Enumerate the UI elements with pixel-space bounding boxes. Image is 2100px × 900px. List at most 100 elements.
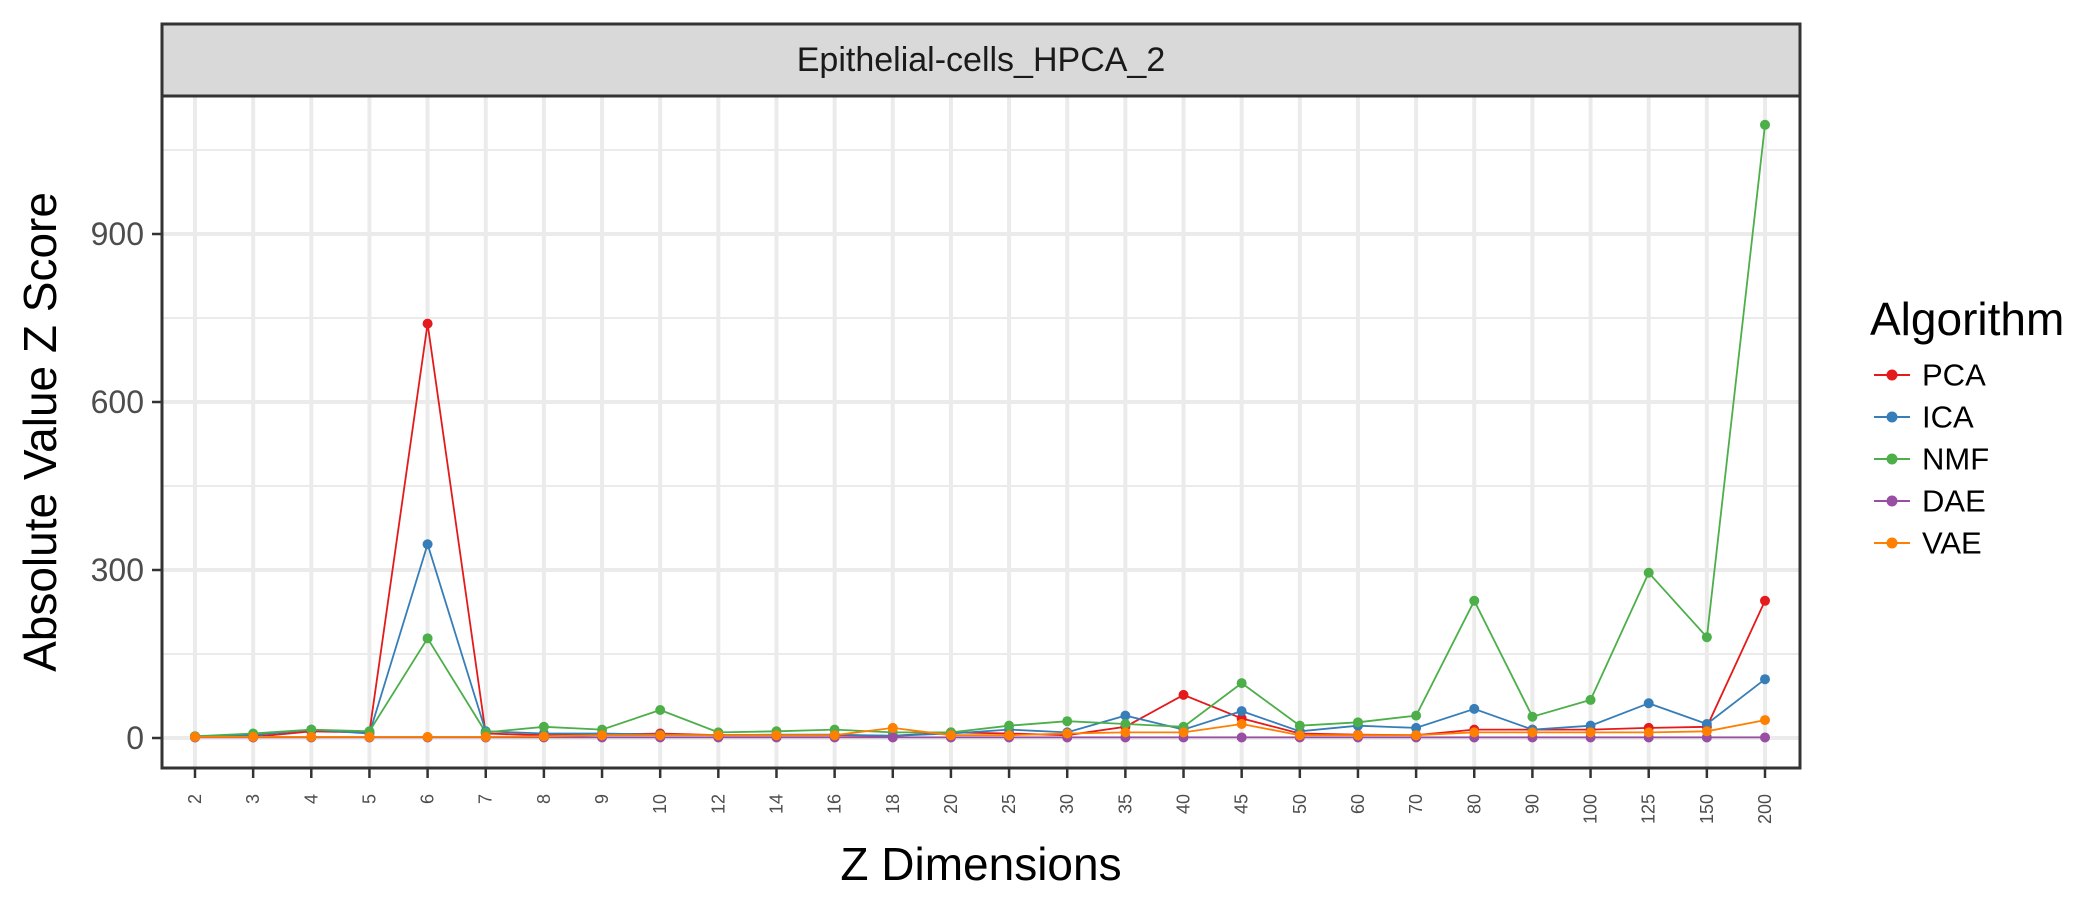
data-point-pca — [422, 318, 433, 329]
data-point-ica — [1643, 698, 1654, 709]
data-point-ica — [1701, 719, 1712, 729]
y-tick-label: 0 — [126, 720, 144, 756]
x-axis: 2 3 4 5 6 7 8 9 10 12 14 16 18 20 25 30 35 40 45 50 60 70 80 90… — [185, 768, 1775, 824]
data-point-vae — [1004, 730, 1015, 741]
data-point-vae — [480, 731, 491, 742]
data-point-dae — [1236, 732, 1247, 743]
data-point-nmf — [1352, 717, 1363, 728]
x-tick-label: 5 — [359, 794, 379, 804]
x-tick-label: 30 — [1057, 794, 1077, 814]
data-point-vae — [422, 731, 433, 742]
x-tick-label: 80 — [1464, 794, 1484, 814]
y-tick-label: 300 — [91, 552, 144, 588]
data-point-vae — [713, 730, 724, 741]
data-point-vae — [364, 731, 375, 742]
data-point-vae — [1585, 727, 1596, 738]
legend-key-point-vae — [1886, 537, 1898, 549]
data-point-vae — [1062, 728, 1073, 739]
legend-label-ica: ICA — [1922, 400, 1974, 435]
data-point-nmf — [1585, 694, 1596, 705]
x-tick-label: 16 — [825, 794, 845, 814]
x-tick-label: 25 — [999, 794, 1019, 814]
series-line-ica — [194, 541, 1766, 738]
x-tick-label: 35 — [1115, 794, 1135, 814]
legend-label-dae: DAE — [1922, 484, 1986, 519]
x-tick-label: 10 — [650, 794, 670, 814]
x-tick-label: 14 — [766, 794, 786, 814]
x-tick-label: 45 — [1232, 794, 1252, 814]
legend-label-nmf: NMF — [1922, 442, 1989, 477]
data-point-vae — [1178, 727, 1189, 738]
data-point-vae — [1411, 730, 1422, 741]
x-tick-label: 18 — [883, 794, 903, 814]
data-point-vae — [887, 722, 898, 733]
data-point-ica — [1469, 703, 1480, 714]
data-point-vae — [1352, 730, 1363, 741]
x-tick-label: 60 — [1348, 794, 1368, 814]
x-axis-title: Z Dimensions — [840, 838, 1121, 890]
data-point-pca — [1178, 689, 1189, 700]
x-tick-label: 3 — [243, 794, 263, 804]
data-point-ica — [1236, 706, 1247, 717]
x-tick-label: 7 — [476, 794, 496, 804]
data-point-dae — [1760, 732, 1770, 743]
legend-items: PCA ICA NMF DAE VAE — [1874, 358, 1989, 561]
x-tick-label: 4 — [301, 794, 321, 804]
legend-key-point-dae — [1886, 495, 1898, 507]
data-point-vae — [190, 731, 200, 742]
facet-label: Epithelial-cells_HPCA_2 — [797, 41, 1166, 79]
x-tick-label: 6 — [418, 794, 438, 804]
data-point-vae — [538, 731, 549, 742]
data-point-nmf — [422, 633, 433, 644]
data-point-nmf — [1527, 711, 1538, 722]
legend-key-point-ica — [1886, 411, 1898, 423]
data-point-nmf — [1236, 678, 1247, 689]
data-point-dae — [887, 732, 898, 743]
data-point-nmf — [655, 705, 666, 715]
series-points — [190, 119, 1770, 743]
legend-label-pca: PCA — [1922, 358, 1986, 393]
x-tick-label: 70 — [1406, 794, 1426, 814]
data-point-nmf — [1062, 716, 1073, 727]
x-tick-label: 8 — [534, 794, 554, 804]
data-point-vae — [1294, 730, 1305, 741]
plot-panel-border — [160, 94, 1802, 770]
data-point-vae — [945, 730, 956, 741]
data-point-vae — [1236, 719, 1247, 729]
data-point-nmf — [1469, 595, 1480, 606]
x-tick-label: 150 — [1697, 794, 1717, 824]
data-point-nmf — [1760, 119, 1770, 130]
data-point-ica — [1760, 674, 1770, 685]
legend-title: Algorithm — [1870, 293, 2064, 345]
data-point-nmf — [1701, 632, 1712, 643]
data-point-vae — [655, 730, 666, 741]
data-point-vae — [597, 730, 608, 741]
data-point-nmf — [538, 721, 549, 732]
x-tick-label: 50 — [1290, 794, 1310, 814]
x-tick-label: 90 — [1522, 794, 1542, 814]
data-point-nmf — [1643, 567, 1654, 578]
x-tick-label: 9 — [592, 794, 612, 804]
series-lines — [194, 124, 1766, 739]
data-point-nmf — [1120, 719, 1131, 729]
data-point-vae — [1701, 726, 1712, 737]
y-tick-label: 600 — [91, 384, 144, 420]
data-point-vae — [1760, 715, 1770, 726]
x-tick-label: 100 — [1581, 794, 1601, 824]
data-point-vae — [248, 731, 259, 742]
x-tick-label: 12 — [708, 794, 728, 814]
legend-key-point-nmf — [1886, 453, 1898, 465]
data-point-ica — [1411, 722, 1422, 733]
legend: Algorithm PCA ICA NMF DAE VAE — [1870, 293, 2064, 561]
data-point-pca — [1760, 595, 1770, 606]
gridlines — [162, 96, 1800, 768]
legend-label-vae: VAE — [1922, 526, 1982, 561]
series-line-vae — [195, 719, 1766, 738]
y-tick-label: 900 — [91, 216, 144, 252]
data-point-nmf — [1411, 710, 1422, 721]
legend-key-point-pca — [1886, 369, 1898, 381]
x-tick-label: 20 — [941, 794, 961, 814]
x-tick-label: 125 — [1639, 794, 1659, 824]
y-axis: 0 300 600 900 — [91, 216, 162, 756]
